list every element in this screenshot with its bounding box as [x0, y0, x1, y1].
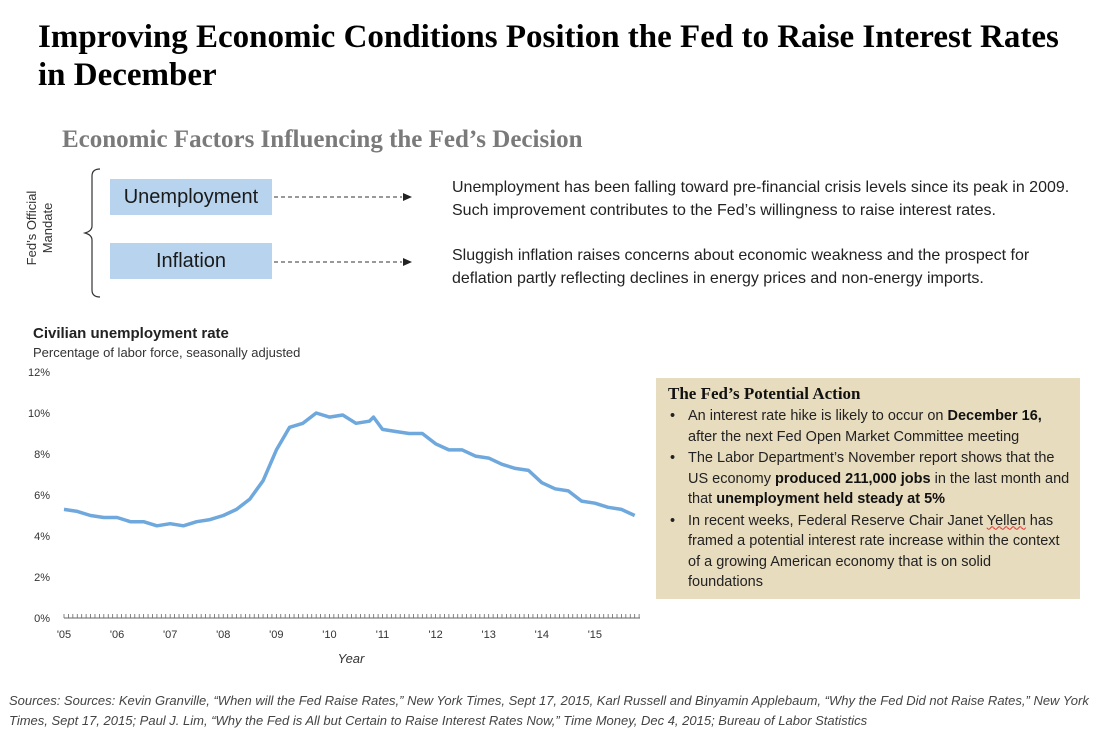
- chart-title: Civilian unemployment rate: [33, 325, 229, 342]
- mandate-bracket: [82, 168, 101, 298]
- action-bullet-2: The Labor Department’s November report s…: [670, 448, 1070, 510]
- x-tick-label: '08: [216, 629, 230, 641]
- y-tick-label: 12%: [28, 367, 50, 379]
- sources-footnote: Sources: Sources: Kevin Granville, “When…: [9, 693, 1089, 728]
- inflation-arrow: [274, 258, 412, 266]
- x-tick-label: '07: [163, 629, 177, 641]
- y-tick-label: 10%: [28, 408, 50, 420]
- mandate-label: Fed’s Official Mandate: [24, 190, 55, 266]
- inflation-description: Sluggish inflation raises concerns about…: [452, 247, 1030, 287]
- unemployment-box: Unemployment: [110, 179, 272, 215]
- y-tick-label: 0%: [34, 613, 50, 625]
- x-tick-label: '10: [322, 629, 336, 641]
- page-title: Improving Economic Conditions Position t…: [38, 19, 1059, 93]
- unemployment-arrow: [274, 193, 412, 201]
- x-tick-label: '05: [57, 629, 71, 641]
- x-tick-label: '12: [428, 629, 442, 641]
- y-tick-label: 4%: [34, 531, 50, 543]
- chart-subtitle: Percentage of labor force, seasonally ad…: [33, 345, 301, 360]
- x-tick-label: '15: [588, 629, 602, 641]
- y-tick-label: 2%: [34, 572, 50, 584]
- unemployment-series-line: [63, 411, 636, 528]
- action-title: The Fed’s Potential Action: [668, 384, 861, 403]
- section-subtitle: Economic Factors Influencing the Fed’s D…: [62, 126, 583, 153]
- x-tick-label: '13: [482, 629, 496, 641]
- action-bullet-3: In recent weeks, Federal Reserve Chair J…: [670, 511, 1070, 593]
- y-tick-label: 8%: [34, 449, 50, 461]
- action-list: An interest rate hike is likely to occur…: [668, 406, 1070, 593]
- x-axis-title: Year: [338, 651, 365, 666]
- fed-action-panel: The Fed’s Potential Action An interest r…: [656, 378, 1080, 599]
- unemployment-chart: 0% 2% 4% 6% 8% 10% 12% '05 '06 '07 '08 '09 '10 '11 '1…: [28, 367, 640, 666]
- y-tick-label: 6%: [34, 490, 50, 502]
- x-tick-label: '14: [535, 629, 549, 641]
- factor-arrows: [274, 193, 412, 266]
- x-tick-label: '09: [269, 629, 283, 641]
- x-tick-label: '06: [110, 629, 124, 641]
- x-tick-label: '11: [376, 629, 390, 641]
- action-bullet-1: An interest rate hike is likely to occur…: [670, 406, 1070, 447]
- inflation-box: Inflation: [110, 243, 272, 279]
- unemployment-description: Unemployment has been falling toward pre…: [452, 179, 1070, 219]
